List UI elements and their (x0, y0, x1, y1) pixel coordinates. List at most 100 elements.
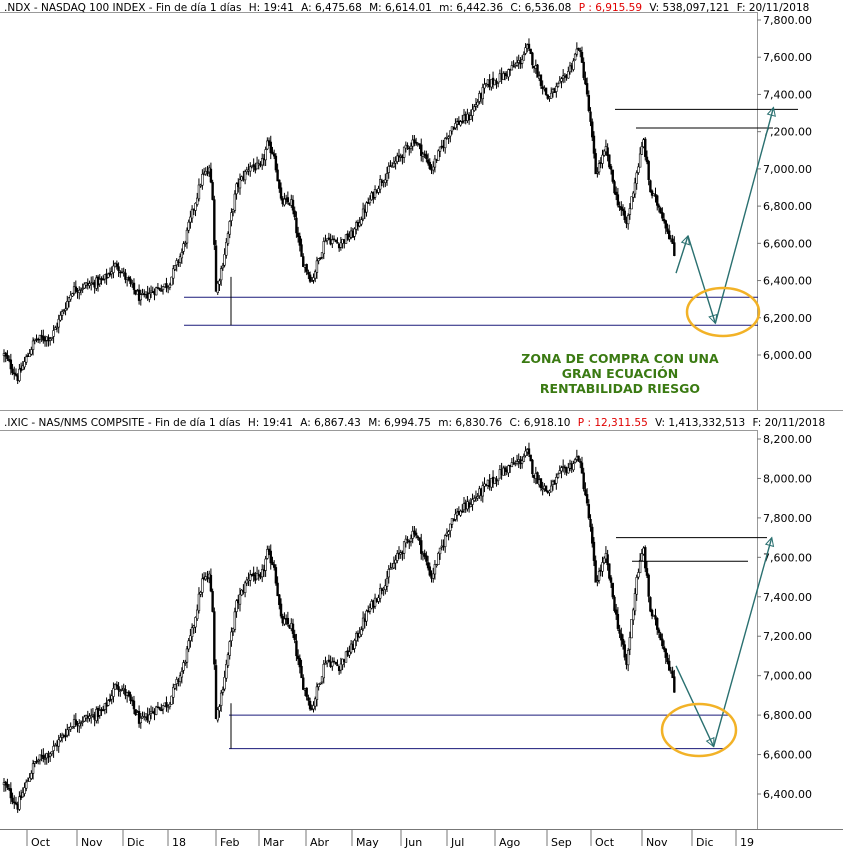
ixic-y-tick-label: 8,000.00 (763, 472, 812, 485)
ixic-symbol: .IXIC (4, 417, 28, 429)
ndx-candle (308, 271, 312, 284)
ndx-annotation-line-1: ZONA DE COMPRA CON UNA (521, 351, 719, 366)
ixic-candle (240, 588, 243, 597)
ndx-candle (127, 275, 131, 282)
ndx-candle (216, 280, 219, 295)
ixic-candle (572, 460, 575, 472)
ixic-candle (279, 598, 283, 619)
ixic-candle (411, 526, 414, 544)
ndx-projection-arrowhead (766, 106, 776, 117)
ixic-candle (35, 756, 38, 764)
ndx-candle (414, 137, 418, 146)
ndx-candle (649, 179, 652, 193)
ndx-y-tick-label: 6,000.00 (763, 349, 812, 362)
ixic-candle (43, 753, 47, 765)
ndx-candle (474, 98, 478, 111)
ixic-candle (252, 566, 255, 582)
ndx-y-tick-label: 7,800.00 (763, 14, 812, 27)
ixic-candle (25, 779, 28, 792)
ixic-candle (312, 701, 315, 713)
ixic-candle (50, 751, 54, 757)
ixic-candle (209, 568, 213, 593)
ndx-candle (433, 154, 437, 173)
ixic-candle (420, 533, 423, 560)
ndx-name: NASDAQ 100 INDEX (41, 2, 145, 14)
ndx-candle (656, 194, 659, 211)
ndx-candle (271, 146, 274, 155)
svg-text:.IXIC -: .IXIC - NAS/NMS COMPSITE - Fin de día 1 … (4, 417, 825, 429)
ixic-candle (71, 726, 74, 729)
ixic-candle (172, 683, 175, 705)
ndx-candle (69, 291, 72, 302)
ixic-candle (124, 685, 127, 700)
ndx-candle (549, 87, 553, 99)
ixic-candle (83, 714, 86, 723)
ixic-c: C: 6,918.10 (509, 417, 570, 429)
ixic-candle (57, 734, 60, 753)
ixic-y-tick-label: 8,200.00 (763, 433, 812, 446)
ixic-candle (30, 770, 33, 781)
ixic-candle (13, 795, 16, 809)
ixic-candle (23, 782, 26, 797)
ixic-candle (143, 711, 146, 721)
ixic-buy-zone-circle (660, 702, 738, 758)
ndx-candle (300, 238, 303, 257)
ixic-candle (601, 556, 604, 577)
ixic-candle (353, 638, 356, 653)
ndx-candle (361, 202, 365, 222)
x-tick-label: Jul (450, 836, 464, 849)
ixic-candle (524, 446, 527, 458)
ndx-candle (644, 137, 647, 161)
ndx-candle (667, 224, 671, 240)
x-tick-label: Oct (31, 836, 51, 849)
ndx-candle (25, 354, 28, 365)
x-axis: Oct Nov Dic 18 Feb Mar Abr May Jun Jul Ago Sep Oct No… (0, 829, 843, 849)
ixic-candle (384, 579, 387, 595)
ixic-candle (597, 567, 601, 584)
ndx-candle (331, 235, 334, 249)
ixic-candle (320, 676, 324, 685)
ixic-candle (339, 657, 343, 674)
ndx-candle (185, 227, 189, 249)
ndx-candle (536, 63, 539, 78)
ndx-candle (606, 143, 609, 162)
ndx-candle (168, 282, 172, 291)
ndx-candles (2, 38, 676, 385)
ixic-candle (119, 688, 122, 697)
ndx-candle (54, 325, 57, 330)
ndx-candle (30, 346, 33, 356)
x-tick-label: Sep (551, 836, 572, 849)
ndx-candle (286, 191, 290, 205)
ixic-candle (170, 695, 173, 705)
ixic-y-tick-label: 6,600.00 (763, 749, 812, 762)
ndx-candle (31, 337, 35, 356)
ixic-candle (291, 618, 295, 638)
ixic-candle (650, 608, 654, 620)
ndx-candle (196, 192, 199, 207)
ndx-candle (459, 120, 462, 127)
ndx-candle (48, 336, 52, 346)
ixic-candle (438, 547, 442, 560)
ixic-candle (630, 619, 633, 639)
ixic-candle (315, 682, 319, 707)
ndx-candle (225, 238, 228, 259)
ixic-low: m: 6,830.76 (438, 417, 502, 429)
ndx-candle (645, 150, 649, 165)
ndx-candle (432, 161, 435, 175)
ixic-y-tick-label: 7,000.00 (763, 670, 812, 683)
ixic-candle (577, 455, 580, 462)
ndx-candle (613, 179, 616, 195)
ixic-candle (66, 723, 69, 738)
ndx-candle (206, 165, 209, 177)
ndx-candle (189, 210, 192, 229)
ndx-candle (209, 162, 213, 184)
ixic-candle (117, 682, 120, 697)
ixic-candle (544, 485, 548, 492)
ixic-candle (226, 652, 230, 668)
ixic-candle (618, 624, 621, 639)
ixic-candle (180, 667, 184, 684)
ixic-candle (608, 563, 611, 581)
ndx-candle (621, 204, 625, 216)
ndx-candle (14, 368, 18, 377)
ndx-candle (165, 277, 168, 293)
